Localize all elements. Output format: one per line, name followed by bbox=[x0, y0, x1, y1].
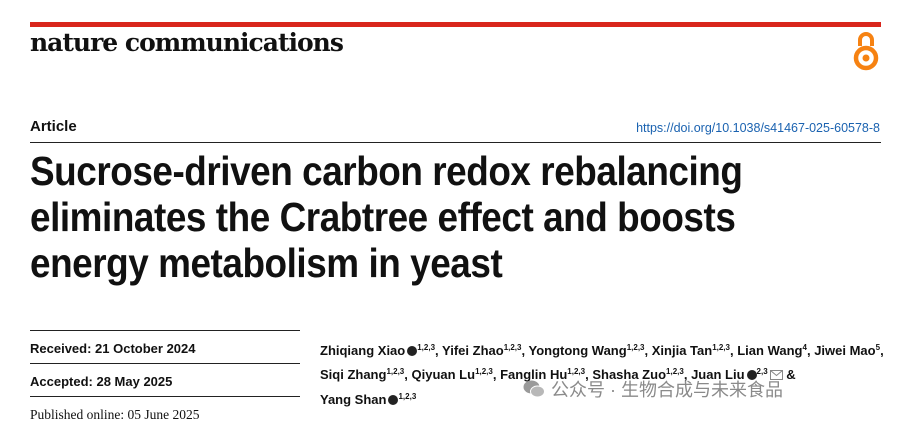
author: Zhiqiang Xiao 1,2,3, bbox=[320, 343, 439, 358]
author: Siqi Zhang1,2,3, bbox=[320, 367, 408, 382]
title-line: energy metabolism in yeast bbox=[30, 240, 503, 286]
doi-link[interactable]: https://doi.org/10.1038/s41467-025-60578… bbox=[636, 121, 880, 135]
date-row: Received: 21 October 2024 bbox=[30, 330, 300, 363]
date-value: 28 May 2025 bbox=[96, 374, 173, 389]
author-name: Juan Liu bbox=[691, 367, 745, 382]
author-name: Yongtong Wang bbox=[528, 343, 627, 358]
author-name: Yang Shan bbox=[320, 392, 387, 407]
red-bar bbox=[30, 22, 881, 27]
affiliations: 1,2,3 bbox=[398, 392, 417, 401]
separator: , bbox=[404, 367, 408, 382]
date-label: Received: bbox=[30, 341, 92, 356]
separator: , bbox=[585, 367, 589, 382]
author: Yang Shan 1,2,3 bbox=[320, 392, 416, 407]
author-name: Yifei Zhao bbox=[442, 343, 504, 358]
author: Qiyuan Lu1,2,3, bbox=[412, 367, 497, 382]
author-name: Jiwei Mao bbox=[814, 343, 876, 358]
watermark-text: 公众号 · 生物合成与未来食品 bbox=[551, 380, 783, 400]
dates: Received: 21 October 2024 Accepted: 28 Ma… bbox=[30, 330, 300, 429]
author-name: Shasha Zuo bbox=[592, 367, 667, 382]
author-name: Siqi Zhang bbox=[320, 367, 387, 382]
separator: , bbox=[644, 343, 649, 358]
date-label: Accepted: bbox=[30, 374, 93, 389]
separator: , bbox=[683, 367, 688, 382]
author-name: Qiyuan Lu bbox=[411, 367, 476, 382]
date-value: 05 June 2025 bbox=[127, 407, 200, 422]
wechat-icon bbox=[523, 380, 545, 398]
article-type: Article bbox=[30, 118, 77, 135]
date-row: Published online: 05 June 2025 bbox=[30, 396, 300, 429]
affiliations: 1,2,3 bbox=[475, 367, 493, 376]
open-access-icon bbox=[853, 32, 879, 71]
author: Xinjia Tan1,2,3, bbox=[652, 343, 734, 358]
author: Shasha Zuo1,2,3, bbox=[592, 367, 687, 382]
author: Lian Wang4, bbox=[737, 343, 810, 358]
orcid-icon bbox=[388, 395, 399, 405]
date-value: 21 October 2024 bbox=[95, 341, 196, 356]
affiliations: 5 bbox=[875, 343, 881, 352]
author: Jiwei Mao5, bbox=[814, 343, 884, 358]
affiliations: 1,2,3 bbox=[503, 343, 522, 352]
journal-name: nature communications bbox=[30, 28, 344, 57]
separator: , bbox=[880, 343, 884, 358]
author-name: Fanglin Hu bbox=[500, 367, 568, 382]
title: Sucrose-driven carbon redox rebalancing e… bbox=[30, 148, 822, 286]
separator: , bbox=[435, 343, 439, 358]
orcid-icon bbox=[746, 370, 757, 380]
affiliations: 1,2,3 bbox=[417, 343, 436, 352]
rule bbox=[30, 142, 881, 143]
date-row: Accepted: 28 May 2025 bbox=[30, 363, 300, 396]
affiliations: 1,2,3 bbox=[567, 367, 586, 376]
author: Juan Liu 2,3 & bbox=[691, 367, 796, 382]
separator: , bbox=[492, 367, 497, 382]
affiliations: 1,2,3 bbox=[712, 343, 730, 352]
orcid-icon bbox=[407, 346, 418, 356]
watermark: 公众号 · 生物合成与未来食品 bbox=[523, 376, 783, 402]
author-name: Xinjia Tan bbox=[651, 343, 713, 358]
authors: Zhiqiang Xiao 1,2,3, Yifei Zhao1,2,3, Yon… bbox=[320, 337, 890, 410]
title-line: Sucrose-driven carbon redox rebalancing bbox=[30, 148, 743, 194]
affiliations: 1,2,3 bbox=[626, 343, 645, 352]
title-line: eliminates the Crabtree effect and boost… bbox=[30, 194, 736, 240]
author: Yifei Zhao1,2,3, bbox=[442, 343, 525, 358]
affiliations: 1,2,3 bbox=[386, 367, 405, 376]
affiliations: 2,3 bbox=[756, 367, 768, 376]
separator: , bbox=[729, 343, 734, 358]
author: Fanglin Hu1,2,3, bbox=[500, 367, 589, 382]
separator: & bbox=[786, 367, 796, 382]
separator: , bbox=[521, 343, 526, 358]
author-name: Zhiqiang Xiao bbox=[320, 343, 406, 358]
date-label: Published online: bbox=[30, 407, 125, 422]
author-name: Lian Wang bbox=[737, 343, 803, 358]
affiliations: 1,2,3 bbox=[666, 367, 684, 376]
separator: , bbox=[806, 343, 811, 358]
affiliations: 4 bbox=[802, 343, 807, 352]
author: Yongtong Wang1,2,3, bbox=[529, 343, 649, 358]
